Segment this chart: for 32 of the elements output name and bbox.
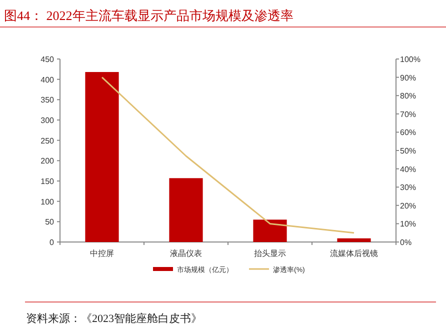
bar	[253, 220, 287, 242]
y-tick-label: 200	[40, 156, 55, 166]
y-tick-label: 450	[40, 55, 55, 64]
y2-tick-label: 70%	[400, 110, 416, 119]
bar	[85, 72, 119, 242]
y2-tick-label: 100%	[400, 55, 420, 64]
y2-tick-label: 20%	[400, 201, 416, 210]
x-tick-label: 中控屏	[90, 249, 114, 258]
y-tick-label: 0	[50, 238, 55, 247]
y-tick-label: 400	[40, 75, 55, 84]
y-tick-label: 150	[40, 177, 55, 186]
y2-tick-label: 80%	[400, 92, 416, 101]
bar	[337, 238, 371, 242]
bar	[169, 178, 203, 242]
y-tick-label: 50	[45, 218, 55, 227]
chart-title: 图44： 2022年主流车载显示产品市场规模及渗透率	[4, 8, 294, 23]
y2-tick-label: 90%	[400, 73, 416, 82]
y2-tick-label: 30%	[400, 183, 416, 192]
y2-tick-label: 0%	[400, 238, 412, 247]
y-tick-label: 100	[40, 197, 55, 206]
y-tick-label: 300	[40, 116, 55, 125]
x-tick-label: 液晶仪表	[170, 249, 202, 258]
y2-tick-label: 60%	[400, 128, 416, 138]
x-tick-label: 流媒体后视镜	[330, 249, 378, 258]
y-tick-label: 250	[40, 136, 55, 146]
x-tick-label: 抬头显示	[254, 249, 286, 258]
text: 资料来源：《2023智能座舱白皮书》	[26, 312, 202, 325]
y2-tick-label: 40%	[400, 164, 416, 174]
y2-tick-label: 50%	[400, 146, 416, 156]
y-tick-label: 350	[40, 96, 55, 105]
y2-tick-label: 10%	[400, 220, 416, 229]
line-series	[101, 76, 355, 234]
